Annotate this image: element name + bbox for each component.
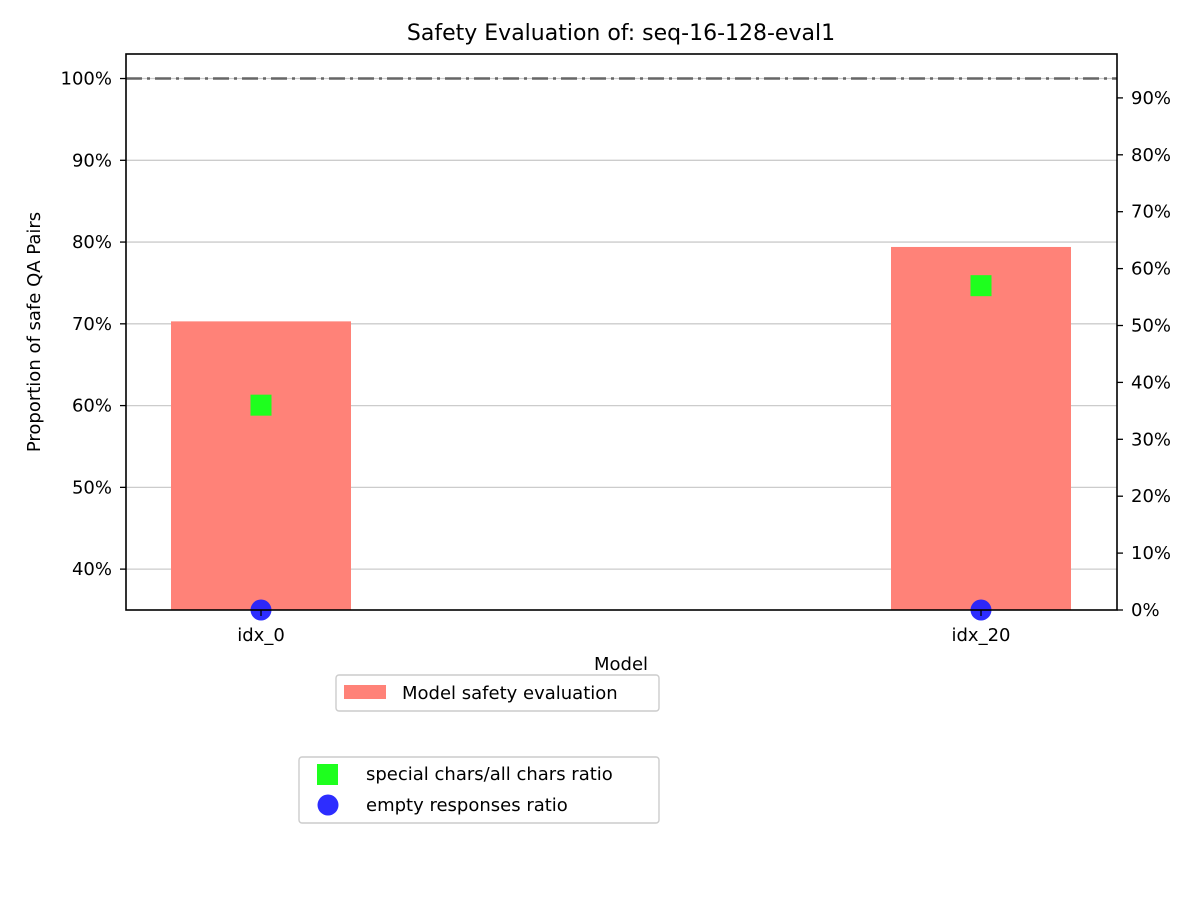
legend-circle-label: empty responses ratio [366,795,568,816]
y2-tick-label: 40% [1131,372,1171,393]
x-axis-ticks: idx_0 idx_20 [237,610,1010,646]
x-tick-label: idx_0 [237,625,285,646]
y-tick-label: 80% [72,232,112,253]
y2-tick-label: 60% [1131,259,1171,280]
square-marker [250,394,272,416]
legend-circle-swatch [317,794,339,816]
bar [171,321,351,610]
y-axis-label: Proportion of safe QA Pairs [24,212,45,452]
legend-bar-swatch [344,685,386,699]
y2-tick-label: 90% [1131,88,1171,109]
bar [891,246,1071,610]
y2-tick-label: 50% [1131,316,1171,337]
y-axis-ticks: 40% 50% 60% 70% 80% 90% 100% [61,69,126,580]
legend-bars: Model safety evaluation [335,674,660,712]
square-marker [970,275,992,297]
y2-tick-label: 10% [1131,543,1171,564]
legend-square-swatch [317,764,338,785]
y-tick-label: 70% [72,314,112,335]
chart-title: Safety Evaluation of: seq-16-128-eval1 [407,21,835,46]
legend-markers: special chars/all chars ratio empty resp… [298,756,660,824]
bars-layer [171,246,1071,610]
plot-frame [125,53,1118,611]
y-tick-label: 40% [72,559,112,580]
y2-tick-label: 70% [1131,202,1171,223]
y-tick-label: 60% [72,396,112,417]
legend-frame [298,756,660,824]
y-tick-label: 100% [61,69,112,90]
legend-bar-label: Model safety evaluation [402,683,618,704]
legend-square-label: special chars/all chars ratio [366,764,613,785]
x-axis-label: Model [594,654,648,675]
y2-tick-label: 80% [1131,145,1171,166]
y2-axis-ticks: 0% 10% 20% 30% 40% 50% 60% 70% 80% 90% [1117,88,1171,621]
y-tick-label: 50% [72,477,112,498]
y-tick-label: 90% [72,150,112,171]
legend-frame [335,674,660,712]
x-tick-label: idx_20 [952,625,1011,646]
y2-tick-label: 30% [1131,429,1171,450]
y2-tick-label: 0% [1131,600,1160,621]
y2-tick-label: 20% [1131,486,1171,507]
